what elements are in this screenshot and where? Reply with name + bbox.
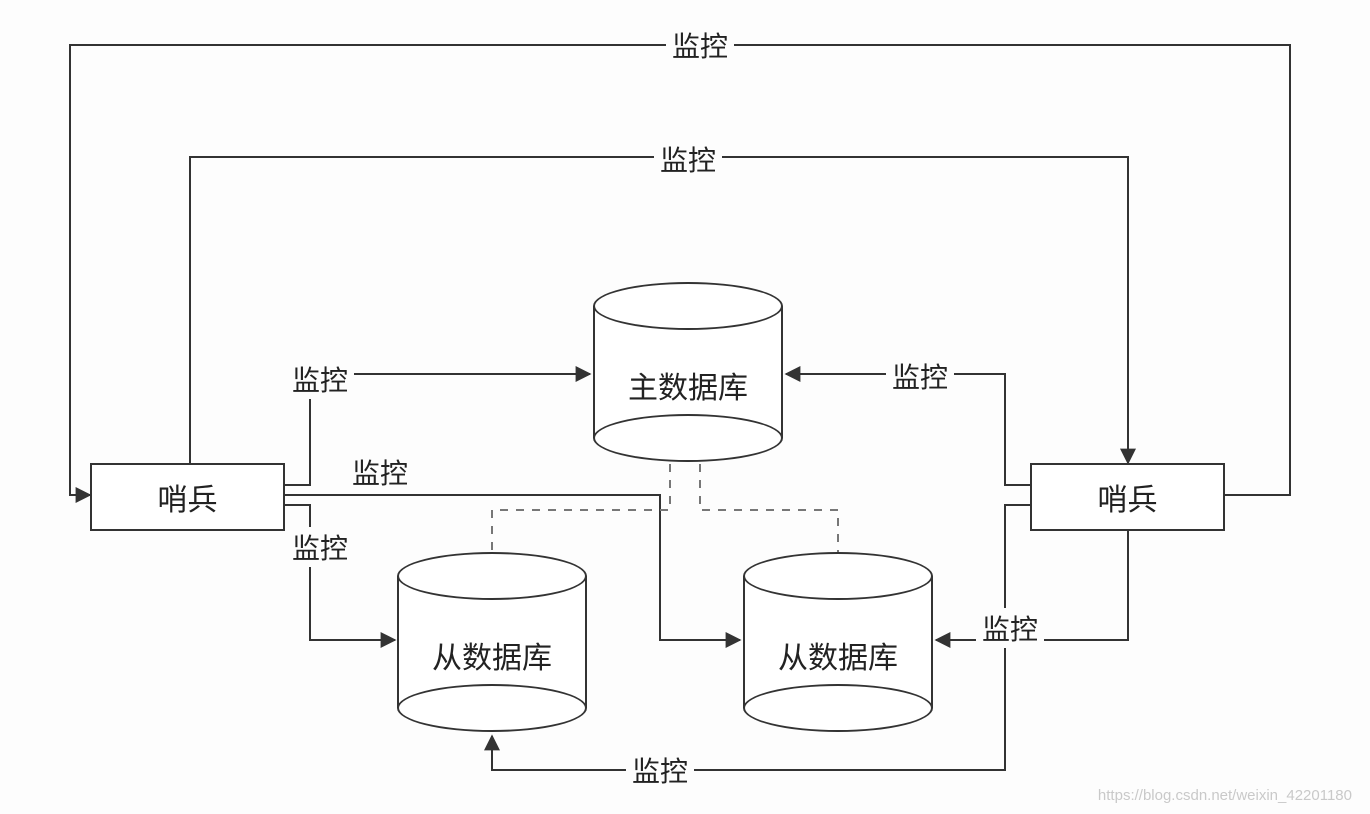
sentinel-right-node: 哨兵 bbox=[1030, 463, 1225, 531]
cylinder-top-icon bbox=[397, 552, 587, 600]
watermark-text: https://blog.csdn.net/weixin_42201180 bbox=[1098, 787, 1352, 804]
sentinel-left-label: 哨兵 bbox=[158, 475, 218, 519]
cylinder-top-icon bbox=[593, 282, 783, 330]
edge-label-sr-sl: 监控 bbox=[666, 25, 734, 65]
master-db-node: 主数据库 bbox=[593, 282, 783, 462]
slave-db-1-label: 从数据库 bbox=[397, 633, 587, 677]
edge-sl-slave1 bbox=[285, 505, 395, 640]
cylinder-top-icon bbox=[743, 552, 933, 600]
slave-db-1-node: 从数据库 bbox=[397, 552, 587, 732]
cylinder-bottom-icon bbox=[743, 684, 933, 732]
slave-db-2-label: 从数据库 bbox=[743, 633, 933, 677]
edge-label-sl-slave1: 监控 bbox=[286, 527, 354, 567]
sentinel-right-label: 哨兵 bbox=[1098, 475, 1158, 519]
edge-label-sr-slave2: 监控 bbox=[976, 608, 1044, 648]
edge-label-sr-slave1: 监控 bbox=[626, 750, 694, 790]
edge-label-sl-master: 监控 bbox=[286, 359, 354, 399]
edge-label-sr-master: 监控 bbox=[886, 356, 954, 396]
sentinel-left-node: 哨兵 bbox=[90, 463, 285, 531]
diagram-canvas: 哨兵 哨兵 主数据库 从数据库 从数据库 监控监控监控监控监控监控监控监控 ht… bbox=[0, 0, 1370, 814]
cylinder-bottom-icon bbox=[593, 414, 783, 462]
slave-db-2-node: 从数据库 bbox=[743, 552, 933, 732]
edge-master-slave2 bbox=[700, 464, 838, 552]
cylinder-bottom-icon bbox=[397, 684, 587, 732]
edge-master-slave1 bbox=[492, 464, 670, 552]
edge-label-sl-slave2: 监控 bbox=[346, 452, 414, 492]
master-db-label: 主数据库 bbox=[593, 363, 783, 407]
edge-label-sl-sr: 监控 bbox=[654, 139, 722, 179]
